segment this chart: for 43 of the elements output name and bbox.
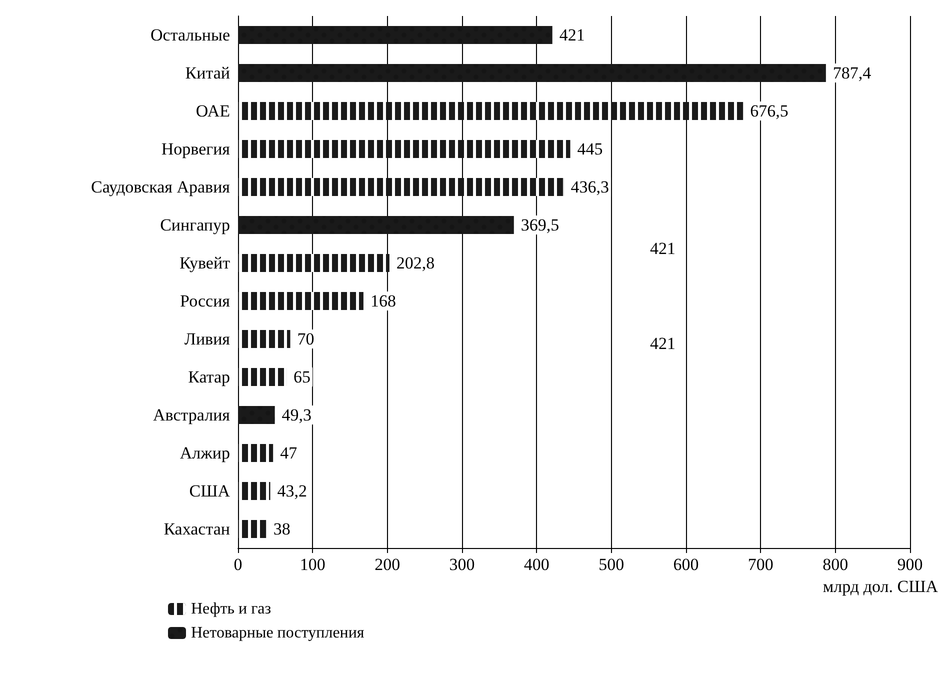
data-label: 168 — [370, 292, 396, 310]
y-tick-label: Остальные — [150, 26, 230, 44]
data-label: 369,5 — [520, 216, 560, 234]
x-tick-label: 600 — [673, 555, 699, 574]
data-label: 65 — [294, 368, 311, 386]
x-tick-label: 800 — [822, 555, 848, 574]
x-tick-label: 400 — [524, 555, 550, 574]
y-tick-label: Сингапур — [160, 216, 230, 234]
x-tick-label: 100 — [300, 555, 326, 574]
y-tick-label: Алжир — [180, 444, 230, 462]
annotation: 421 — [650, 334, 676, 353]
x-tick-label: 0 — [234, 555, 242, 574]
y-tick-label: Кахастан — [164, 520, 230, 538]
annotation: 421 — [650, 239, 676, 258]
data-label: 43,2 — [277, 482, 308, 500]
y-tick-label: Кувейт — [179, 254, 231, 272]
x-tick-label: 500 — [598, 555, 624, 574]
y-tick-label: Россия — [180, 292, 230, 310]
x-tick-label: 300 — [449, 555, 475, 574]
y-tick-label: США — [189, 482, 231, 500]
data-label: 49,3 — [282, 406, 312, 424]
legend-label: Нефть и газ — [191, 600, 272, 618]
x-axis-title: млрд дол. США — [822, 577, 939, 596]
data-label: 436,3 — [570, 178, 610, 196]
y-tick-label: Катар — [188, 368, 230, 386]
data-label: 676,5 — [750, 102, 788, 120]
legend-label: Нетоварные поступления — [191, 624, 365, 642]
x-tick-label: 900 — [897, 555, 923, 574]
y-tick-label: Австралия — [153, 406, 230, 424]
y-tick-label: ОАЕ — [196, 102, 230, 120]
data-label: 787,4 — [832, 64, 872, 82]
data-label: 202,8 — [396, 254, 435, 272]
data-label: 421 — [559, 26, 585, 44]
data-label: 445 — [577, 140, 603, 158]
y-tick-label: Ливия — [184, 330, 230, 348]
x-tick-label: 200 — [374, 555, 400, 574]
y-tick-label: Саудовская Аравия — [91, 178, 230, 196]
y-tick-label: Китай — [185, 64, 230, 82]
data-label: 38 — [273, 520, 290, 538]
x-tick-label: 700 — [748, 555, 774, 574]
y-tick-label: Норвегия — [161, 140, 230, 158]
data-label: 70 — [297, 330, 314, 348]
data-label: 47 — [280, 444, 298, 462]
